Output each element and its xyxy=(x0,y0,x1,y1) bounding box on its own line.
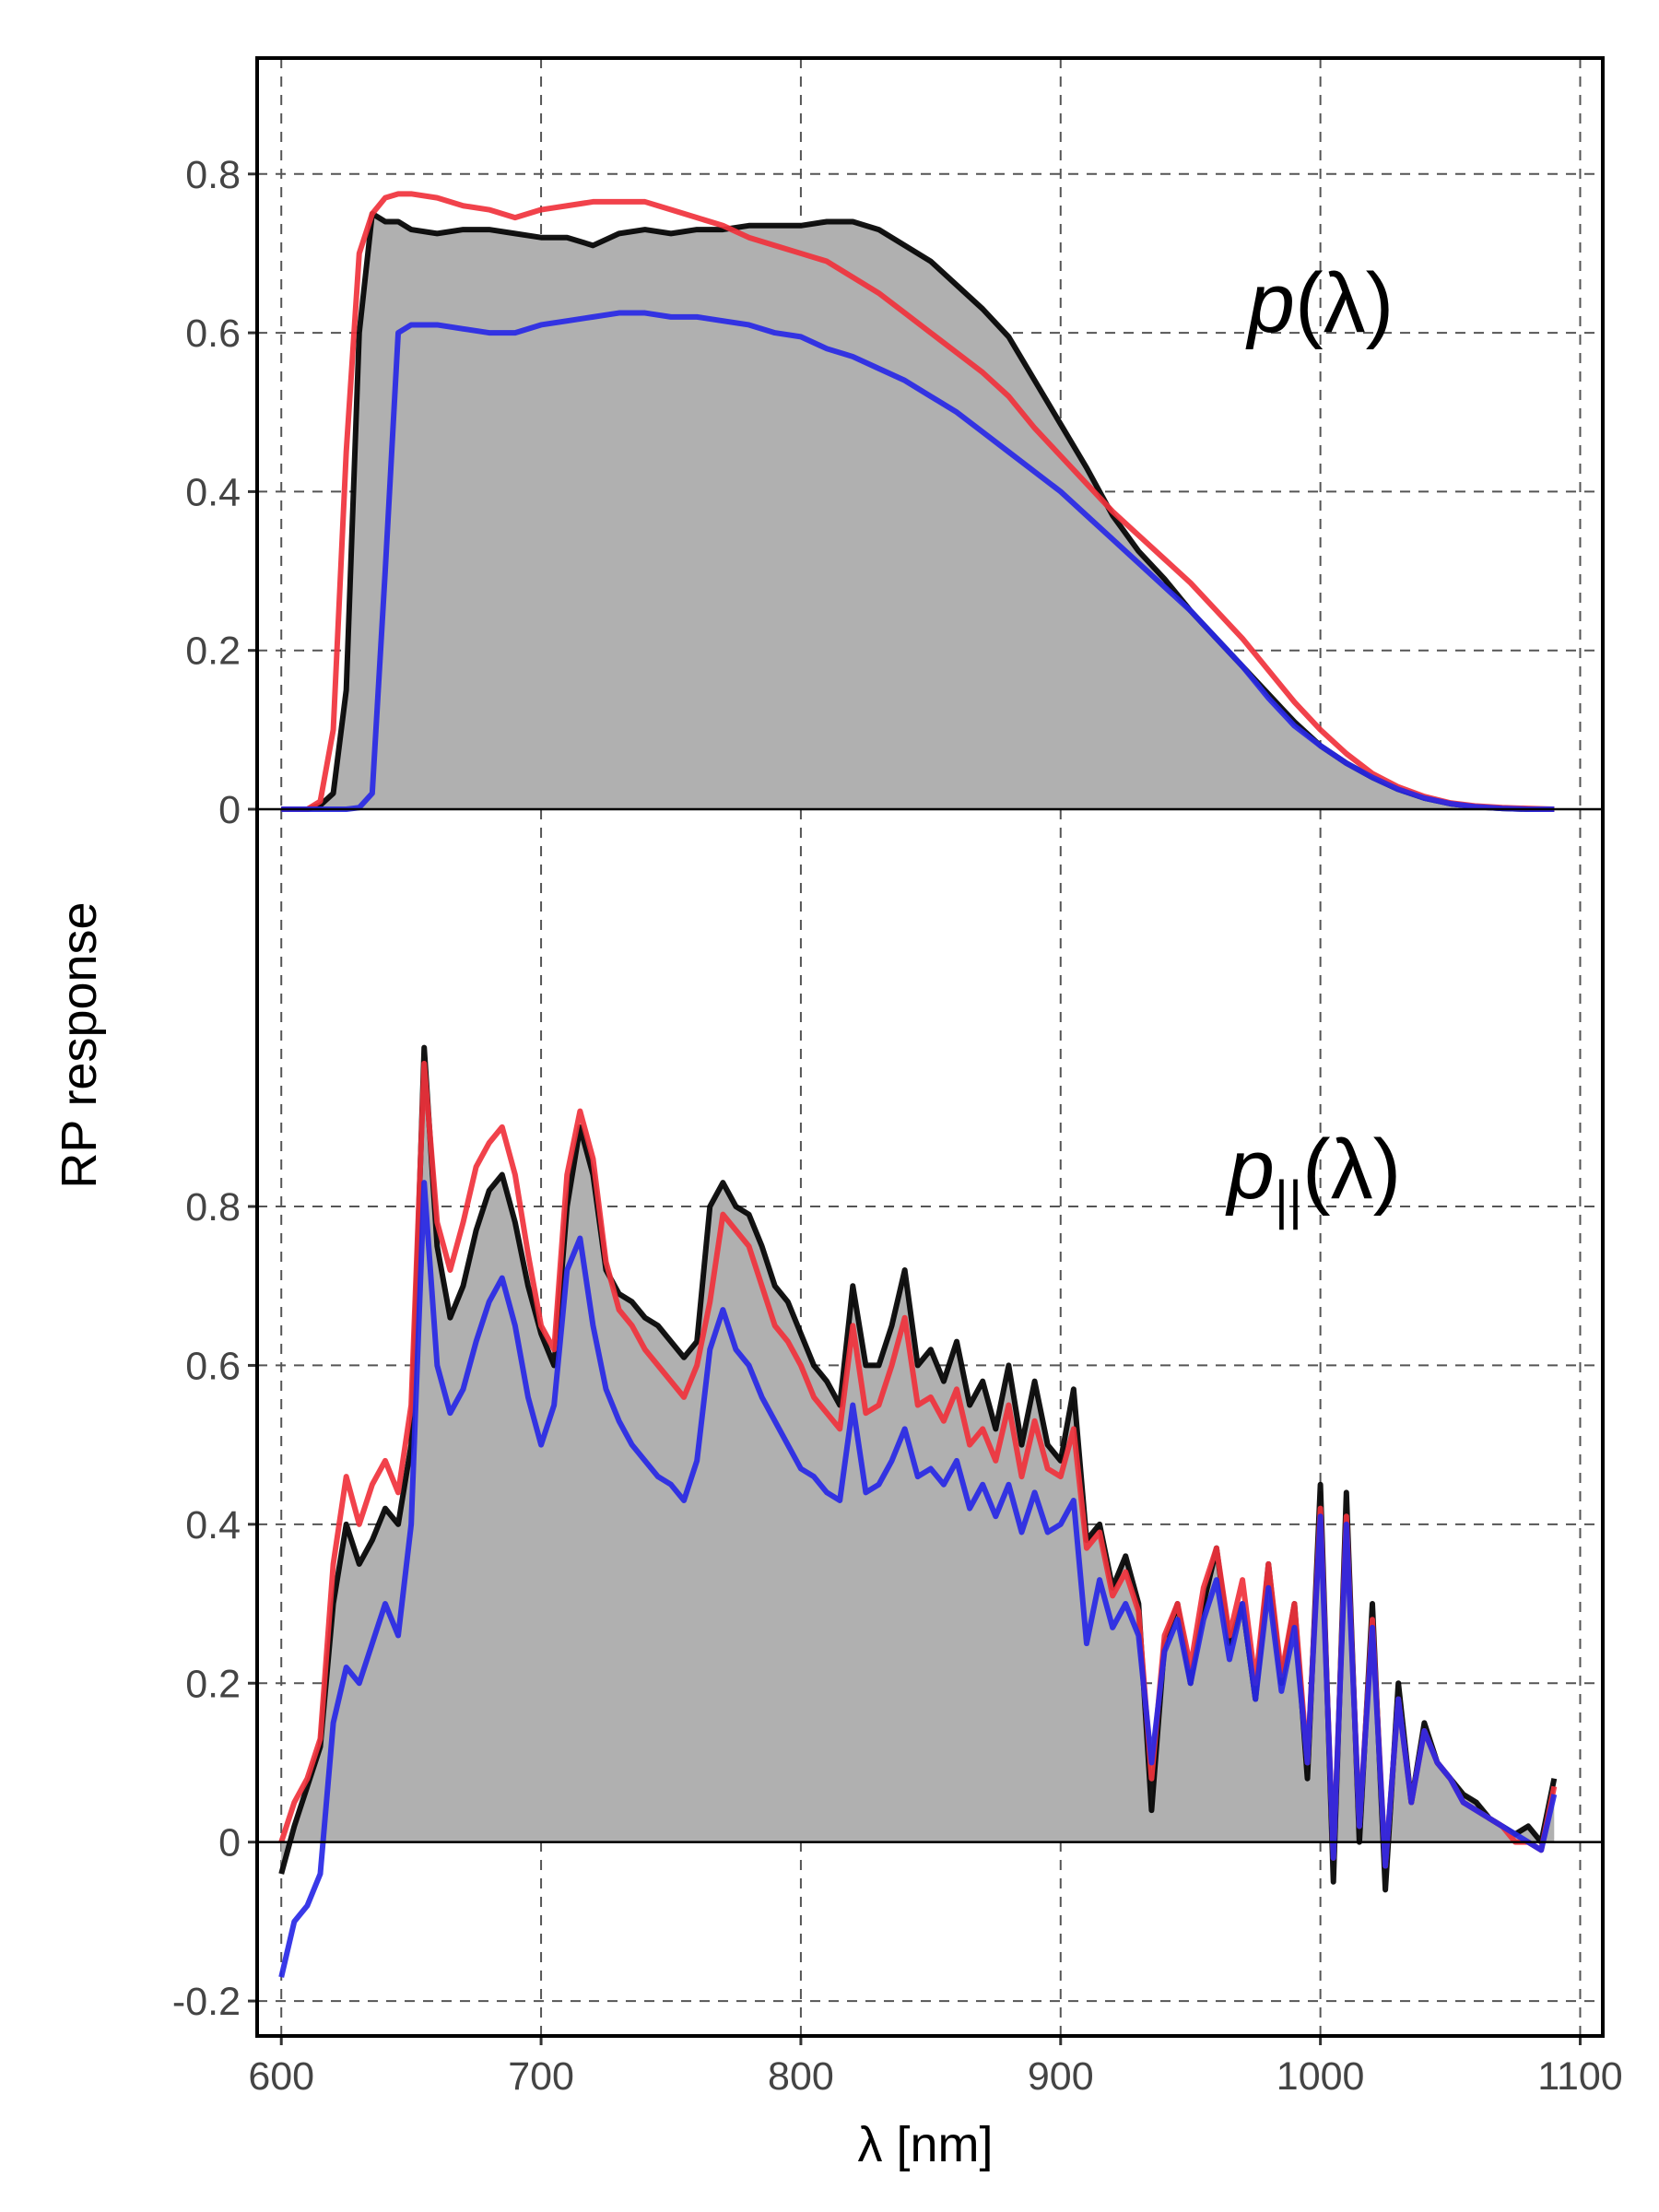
line xyxy=(281,310,1555,812)
x-tick-label: 700 xyxy=(508,2054,574,2099)
annotation-symbol: p xyxy=(1245,256,1295,350)
annotation: p||(λ) xyxy=(1225,1123,1402,1230)
line xyxy=(278,1180,1558,1978)
y-tick-label: 0 xyxy=(218,1821,241,1865)
y-tick-label: 0.2 xyxy=(185,1662,241,1706)
lines xyxy=(278,191,1558,1978)
x-tick-label: 600 xyxy=(248,2054,314,2099)
y-tick-label: 0 xyxy=(218,788,241,832)
annotation-symbol: p xyxy=(1225,1123,1275,1217)
x-tick-label: 1000 xyxy=(1277,2054,1365,2099)
y-axis-label: RP response xyxy=(52,901,107,1188)
annotation-subscript: || xyxy=(1275,1171,1302,1230)
y-tick-label: -0.2 xyxy=(172,1980,241,2024)
x-tick-label: 1100 xyxy=(1537,2054,1622,2099)
annotation-argument: (λ) xyxy=(1295,256,1394,350)
x-tick-label: 800 xyxy=(768,2054,834,2099)
y-tick-label: 0.2 xyxy=(185,629,241,674)
annotation-argument: (λ) xyxy=(1302,1123,1401,1217)
y-tick-label: 0.4 xyxy=(185,1503,241,1547)
x-axis-label: λ [nm] xyxy=(857,2117,993,2172)
frame xyxy=(255,56,1605,2038)
y-tick-label: 0.6 xyxy=(185,312,241,356)
annotation: p(λ) xyxy=(1245,256,1394,350)
y-tick-label: 0.8 xyxy=(185,1185,241,1230)
line xyxy=(281,191,1555,812)
x-tick-label: 900 xyxy=(1028,2054,1094,2099)
y-tick-label: 0.8 xyxy=(185,153,241,197)
y-tick-label: 0.6 xyxy=(185,1344,241,1388)
y-tick-label: 0.4 xyxy=(185,470,241,514)
